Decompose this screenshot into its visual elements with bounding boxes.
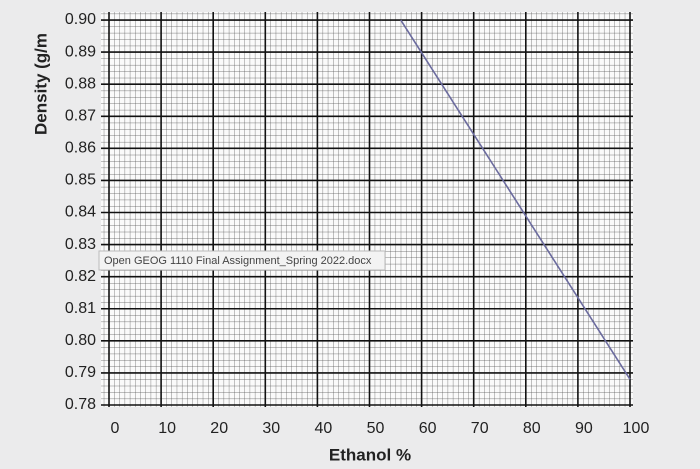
x-tick-label: 100 [623, 420, 650, 437]
tooltip-box [98, 250, 386, 271]
x-tick-label: 70 [471, 420, 489, 437]
x-tick-label: 50 [367, 420, 385, 437]
y-tick-label: 0.78 [65, 396, 96, 413]
x-tick-label: 90 [575, 420, 593, 437]
data-line [400, 19, 631, 380]
y-tick-label: 0.82 [65, 268, 96, 285]
y-tick-label: 0.79 [65, 364, 96, 381]
tooltip-text: Open GEOG 1110 Final Assignment_Spring 2… [104, 255, 372, 267]
minor-grid [101, 12, 633, 407]
x-axis-title: Ethanol % [329, 445, 411, 464]
y-tick-label: 0.89 [65, 43, 96, 60]
y-tick-label: 0.85 [65, 172, 96, 189]
y-tick-label: 0.86 [65, 140, 96, 157]
y-axis-title: Density (g/m [31, 33, 50, 135]
y-tick-label: 0.84 [65, 204, 96, 221]
y-tick-label: 0.80 [65, 332, 96, 349]
y-tick-label: 0.87 [65, 107, 96, 124]
x-tick-label: 40 [315, 420, 333, 437]
x-tick-label: 0 [111, 420, 120, 437]
x-tick-label: 80 [523, 420, 541, 437]
y-tick-label: 0.90 [65, 11, 96, 28]
y-tick-label: 0.81 [65, 300, 96, 317]
y-tick-label: 0.88 [65, 75, 96, 92]
y-tick-label: 0.83 [65, 236, 96, 253]
x-tick-label: 30 [262, 420, 280, 437]
x-tick-label: 10 [158, 420, 176, 437]
x-tick-label: 20 [210, 420, 228, 437]
x-tick-label: 60 [419, 420, 437, 437]
